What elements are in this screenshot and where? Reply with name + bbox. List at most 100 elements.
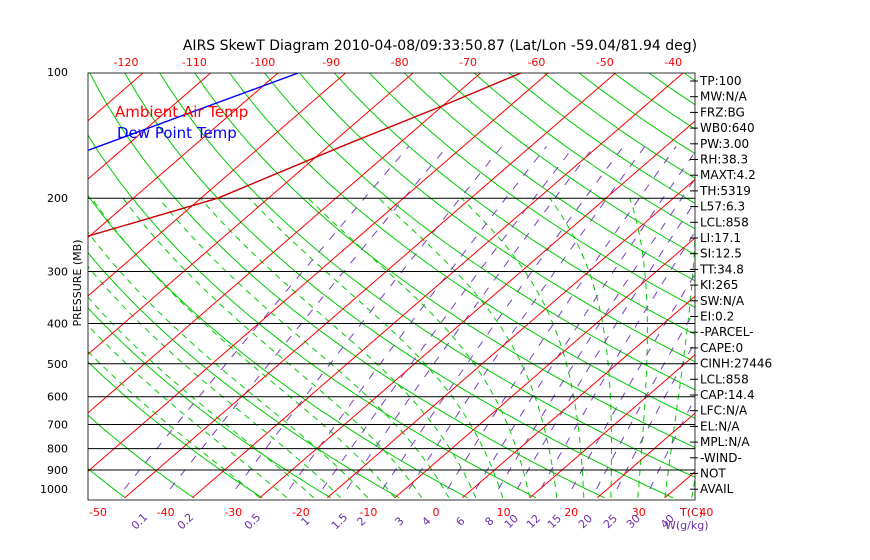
top-temp-tick-label: -80 bbox=[391, 56, 409, 69]
dry-adiabat-line bbox=[369, 73, 695, 308]
isotherm-line bbox=[191, 73, 684, 499]
index-label: LCL:858 bbox=[700, 215, 749, 229]
index-label: TH:5319 bbox=[699, 184, 751, 198]
index-label: MW:N/A bbox=[700, 90, 748, 104]
mixing-unit-label: W(g/kg) bbox=[665, 519, 709, 532]
moist-adiabat-line bbox=[91, 197, 396, 499]
index-label: LCL:858 bbox=[700, 372, 749, 386]
index-label: WB0:640 bbox=[700, 121, 755, 135]
bottom-temp-tick-label: -50 bbox=[89, 506, 107, 519]
isotherm-line bbox=[88, 73, 346, 297]
index-label: TT:34.8 bbox=[699, 262, 744, 276]
dry-adiabat-line bbox=[88, 414, 195, 499]
top-temp-tick-label: -50 bbox=[596, 56, 614, 69]
chart-title: AIRS SkewT Diagram 2010-04-08/09:33:50.8… bbox=[183, 38, 697, 54]
index-label: MAXT:4.2 bbox=[700, 168, 756, 182]
pressure-tick-label: 800 bbox=[47, 443, 68, 456]
moist-adiabat-line bbox=[461, 197, 585, 498]
legend-ambient-temp: Ambient Air Temp bbox=[115, 103, 248, 121]
mixing-ratio-line bbox=[322, 145, 575, 490]
stability-indices: TP:100MW:N/AFRZ:BGWB0:640PW:3.00RH:38.3M… bbox=[690, 74, 772, 496]
dry-adiabat-line bbox=[88, 134, 537, 499]
dry-adiabat-line bbox=[124, 73, 674, 499]
index-label: SW:N/A bbox=[700, 294, 745, 308]
mixing-ratio-line bbox=[382, 146, 624, 490]
legend-dew-point-temp: Dew Point Temp bbox=[117, 124, 237, 142]
bottom-temp-tick-label: 20 bbox=[564, 506, 578, 519]
dry-adiabat-line bbox=[89, 73, 605, 499]
moist-adiabat-line bbox=[249, 197, 504, 498]
index-label: LI:17.1 bbox=[700, 231, 741, 245]
index-label: NOT bbox=[700, 467, 726, 481]
mixing-ratio-line bbox=[124, 145, 410, 490]
pressure-tick-label: 600 bbox=[47, 391, 68, 404]
bottom-temp-tick-label: -30 bbox=[224, 506, 242, 519]
index-label: AVAIL bbox=[700, 482, 734, 496]
isotherm-line bbox=[596, 412, 695, 499]
mixing-ratio-line bbox=[235, 145, 503, 490]
index-label: RH:38.3 bbox=[700, 153, 748, 167]
index-label: EI:0.2 bbox=[700, 310, 734, 324]
isotherm-line bbox=[326, 178, 695, 499]
mixing-ratio-line bbox=[346, 145, 595, 490]
pressure-tick-label: 700 bbox=[47, 419, 68, 432]
plot-frame bbox=[87, 72, 696, 501]
top-temp-tick-label: -100 bbox=[250, 56, 275, 69]
dry-adiabat-line bbox=[88, 251, 400, 499]
pressure-tick-label: 100 bbox=[47, 66, 68, 79]
mixing-ratio-line bbox=[516, 201, 695, 490]
isotherm-line bbox=[124, 73, 616, 499]
bottom-temp-tick-label: -40 bbox=[157, 506, 175, 519]
dry-adiabat-line bbox=[88, 194, 468, 499]
isotherm-line bbox=[394, 237, 695, 499]
top-temp-tick-label: -70 bbox=[459, 56, 477, 69]
isotherm-line bbox=[88, 73, 481, 414]
pressure-tick-label: 500 bbox=[47, 358, 68, 371]
index-label: -PARCEL- bbox=[700, 325, 754, 339]
index-label: CINH:27446 bbox=[700, 357, 772, 371]
dry-adiabat-line bbox=[299, 73, 695, 363]
pressure-tick-label: 400 bbox=[47, 317, 68, 330]
mixing-ratio-grid bbox=[124, 145, 695, 490]
isotherm-line bbox=[259, 120, 695, 499]
index-label: FRZ:BG bbox=[700, 105, 745, 119]
moist-adiabat-line bbox=[200, 197, 477, 498]
moist-adiabat-line bbox=[378, 197, 558, 498]
dry-adiabat-line bbox=[88, 307, 331, 499]
y-axis-label: PRESSURE (MB) bbox=[71, 240, 84, 327]
isotherm-line bbox=[88, 73, 414, 355]
index-label: LFC:N/A bbox=[700, 404, 748, 418]
sounding-series bbox=[88, 73, 522, 237]
isotherm-line bbox=[529, 354, 695, 499]
top-temp-tick-label: -60 bbox=[527, 56, 545, 69]
mixing-ratio-line bbox=[408, 146, 646, 490]
moist-adiabat-line bbox=[88, 231, 369, 499]
index-label: TP:100 bbox=[699, 74, 742, 88]
pressure-grid bbox=[87, 72, 696, 501]
bottom-temp-tick-label: 10 bbox=[497, 506, 511, 519]
moist-adiabat-line bbox=[307, 197, 531, 498]
dry-adiabat-line bbox=[194, 73, 695, 449]
index-label: L57:6.3 bbox=[700, 200, 745, 214]
bottom-temp-tick-label: -10 bbox=[359, 506, 377, 519]
pressure-tick-label: 200 bbox=[47, 192, 68, 205]
dry-adiabat-line bbox=[334, 73, 695, 335]
mixing-ratio-line bbox=[288, 145, 547, 490]
index-label: CAPE:0 bbox=[700, 341, 743, 355]
series-line bbox=[88, 73, 522, 237]
top-temp-tick-label: -90 bbox=[322, 56, 340, 69]
pressure-tick-label: 1000 bbox=[40, 483, 68, 496]
top-temp-tick-label: -120 bbox=[114, 56, 139, 69]
pressure-tick-label: 300 bbox=[47, 265, 68, 278]
dry-adiabat-line bbox=[264, 73, 695, 391]
mixing-ratio-line bbox=[498, 177, 695, 490]
mixing-ratio-line bbox=[540, 231, 695, 490]
mixing-ratio-line bbox=[169, 145, 448, 490]
isotherm-line bbox=[461, 295, 695, 499]
index-label: KI:265 bbox=[700, 278, 738, 292]
bottom-temp-tick-label: 30 bbox=[632, 506, 646, 519]
moist-adiabat-line bbox=[88, 324, 288, 499]
bottom-temp-tick-label: -20 bbox=[292, 506, 310, 519]
